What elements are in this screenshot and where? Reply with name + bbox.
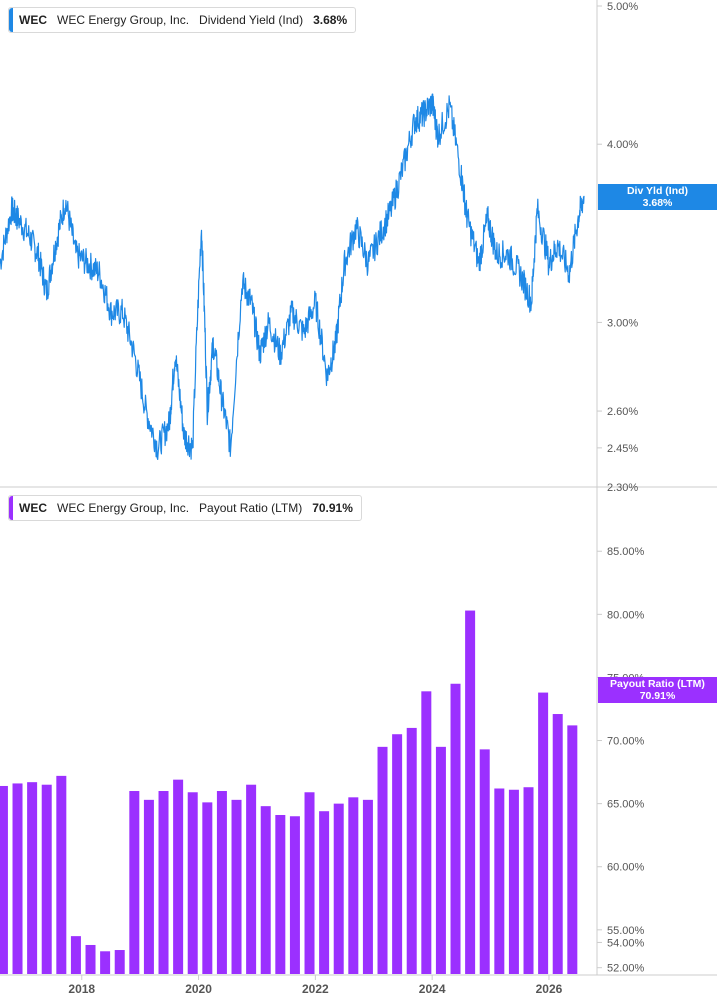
payout-bar	[421, 691, 432, 974]
payout-bar	[143, 799, 154, 974]
yield-tick-label: 4.00%	[607, 139, 638, 151]
payout-bar	[114, 950, 125, 974]
payout-bar	[202, 802, 213, 974]
payout-legend-value: 70.91%	[312, 501, 353, 515]
x-tick-label: 2020	[185, 982, 212, 996]
yield-legend-metric: Dividend Yield (Ind)	[199, 13, 304, 27]
payout-legend-metric: Payout Ratio (LTM)	[199, 501, 303, 515]
payout-legend-company: WEC Energy Group, Inc.	[57, 501, 190, 515]
payout-tag-value: 70.91%	[639, 690, 676, 702]
payout-bar	[260, 806, 271, 974]
x-tick-label: 2022	[302, 982, 329, 996]
yield-current-tag: Div Yld (Ind) 3.68%	[598, 184, 717, 210]
yield-tick-label: 2.45%	[607, 443, 638, 455]
payout-bar	[173, 779, 184, 974]
yield-tag-value: 3.68%	[642, 197, 673, 209]
payout-bar	[85, 944, 96, 974]
payout-bar	[289, 816, 300, 974]
payout-bar	[450, 683, 461, 974]
yield-tick-label: 3.00%	[607, 317, 638, 329]
payout-bar	[377, 746, 388, 974]
payout-bar	[362, 799, 373, 974]
yield-legend: WEC WEC Energy Group, Inc. Dividend Yiel…	[8, 7, 357, 33]
payout-bar	[465, 610, 476, 974]
payout-legend-swatch	[9, 496, 13, 520]
yield-legend-swatch	[9, 8, 13, 32]
payout-bar	[508, 789, 519, 974]
payout-bar	[41, 784, 52, 974]
payout-legend: WEC WEC Energy Group, Inc. Payout Ratio …	[8, 495, 362, 521]
payout-tick-label: 70.00%	[607, 736, 645, 748]
payout-bar	[479, 749, 490, 974]
payout-bar	[216, 791, 227, 974]
yield-legend-value: 3.68%	[313, 13, 348, 27]
payout-tick-label: 80.00%	[607, 609, 645, 621]
yield-line	[0, 93, 585, 460]
payout-bar	[538, 692, 549, 974]
yield-tag-label: Div Yld (Ind)	[626, 185, 689, 197]
yield-tick-label: 2.30%	[607, 482, 638, 494]
payout-legend-ticker: WEC	[19, 501, 47, 515]
payout-tick-label: 52.00%	[607, 963, 645, 975]
payout-bar	[319, 811, 330, 974]
payout-tick-label: 65.00%	[607, 799, 645, 811]
payout-bar	[231, 799, 242, 974]
payout-bar	[158, 791, 169, 974]
payout-bar	[56, 775, 67, 974]
payout-bar	[552, 714, 563, 974]
x-tick-label: 2026	[536, 982, 563, 996]
yield-legend-company: WEC Energy Group, Inc.	[57, 13, 190, 27]
payout-bar	[333, 803, 344, 974]
payout-bar	[27, 782, 38, 974]
payout-bar	[406, 727, 417, 974]
payout-bar	[0, 785, 8, 974]
payout-bar	[246, 784, 257, 974]
payout-bar	[304, 792, 315, 974]
payout-bar	[275, 814, 286, 974]
x-tick-label: 2024	[419, 982, 446, 996]
yield-tick-label: 5.00%	[607, 1, 638, 13]
yield-legend-ticker: WEC	[19, 13, 47, 27]
payout-bar	[187, 792, 198, 974]
payout-bar	[435, 746, 446, 974]
payout-bar	[100, 951, 111, 974]
payout-bar	[567, 725, 578, 974]
payout-bar	[12, 783, 23, 974]
payout-tick-label: 54.00%	[607, 937, 645, 949]
payout-bar	[523, 787, 534, 974]
payout-tick-label: 55.00%	[607, 925, 645, 937]
x-tick-label: 2018	[68, 982, 95, 996]
yield-tick-label: 2.60%	[607, 406, 638, 418]
payout-bar	[70, 936, 81, 974]
payout-tag-label: Payout Ratio (LTM)	[610, 678, 705, 690]
payout-current-tag: Payout Ratio (LTM) 70.91%	[598, 677, 717, 703]
payout-bar	[494, 788, 505, 974]
payout-tick-label: 85.00%	[607, 546, 645, 558]
payout-bar	[348, 797, 359, 974]
payout-bar	[129, 791, 140, 974]
payout-tick-label: 60.00%	[607, 862, 645, 874]
payout-bar	[392, 734, 403, 974]
